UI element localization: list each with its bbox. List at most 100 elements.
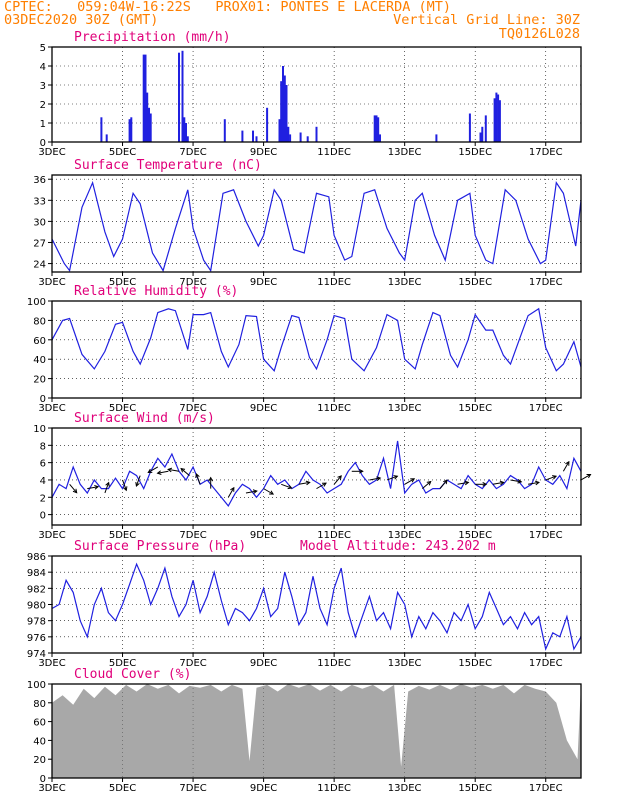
- precip-bar: [185, 123, 187, 142]
- y-tick-label: 982: [27, 584, 46, 595]
- y-tick-label: 0: [40, 511, 46, 522]
- wind-arrow: [298, 480, 311, 486]
- wind-arrow-head: [105, 481, 110, 487]
- x-tick-label: 9DEC: [250, 403, 277, 414]
- header-date-line: 03DEC2020 30Z (GMT): [4, 12, 159, 28]
- wind-arrow: [333, 475, 342, 485]
- wind-arrow-head: [534, 480, 540, 486]
- wind-arrow-head: [359, 468, 364, 474]
- precip-bar: [481, 126, 484, 142]
- wind-arrow: [69, 483, 78, 494]
- x-tick-label: 11DEC: [317, 277, 351, 288]
- precip-bar: [373, 115, 376, 142]
- panel-frame: [51, 174, 582, 273]
- y-tick-label: 80: [33, 316, 46, 327]
- x-tick-label: 9DEC: [250, 147, 277, 158]
- wind-arrow-shaft: [457, 481, 469, 485]
- x-tick-label: 13DEC: [388, 277, 422, 288]
- wind-arrow-head: [195, 472, 200, 478]
- y-tick-label: 36: [33, 175, 46, 186]
- precip-bar: [255, 136, 258, 142]
- wind-arrow: [281, 483, 293, 490]
- wind-arrow-shaft: [281, 483, 292, 489]
- series-line-pres: [51, 562, 582, 651]
- wind-arrow-head: [230, 486, 235, 492]
- wind-arrow-head: [552, 475, 558, 480]
- wind-arrow-head: [499, 480, 505, 486]
- wind-arrow-head: [156, 470, 162, 475]
- precip-bar: [379, 134, 381, 142]
- x-tick-label: 3DEC: [38, 783, 65, 794]
- header-model-id: TQ0126L028: [498, 26, 580, 42]
- x-tick-label: 5DEC: [109, 277, 136, 288]
- x-tick-label: 7DEC: [179, 530, 206, 541]
- precip-bar: [100, 117, 103, 142]
- precip-bar: [493, 98, 496, 142]
- precip-bar: [299, 132, 302, 142]
- x-tick-label: 17DEC: [529, 658, 563, 669]
- panel-precip: 0 1 2 3 4 5 3DEC 5DEC 7DEC 9DEC 11DEC 13DEC 15DEC 17D…: [38, 30, 582, 158]
- y-tick-label: 0: [40, 394, 46, 405]
- wind-arrow: [104, 481, 110, 494]
- wind-arrow: [195, 472, 201, 485]
- x-tick-label: 17DEC: [529, 530, 563, 541]
- y-tick-label: 5: [40, 43, 46, 54]
- precip-bar: [186, 136, 189, 142]
- panel-pres: 974 976 978 980 982 984 986 3DEC 5DEC 7DEC 9DEC 11D…: [27, 539, 582, 669]
- x-tick-label: 13DEC: [388, 783, 422, 794]
- precip-bar: [280, 81, 283, 142]
- y-tick-label: 10: [33, 424, 46, 435]
- y-tick-label: 978: [27, 617, 46, 628]
- wind-arrow: [404, 478, 416, 485]
- wind-arrow: [180, 467, 190, 477]
- x-tick-label: 9DEC: [250, 277, 277, 288]
- y-tick-label: 27: [33, 238, 46, 249]
- wind-arrow-shaft: [580, 474, 591, 481]
- precip-bar: [128, 119, 131, 142]
- y-tick-label: 60: [33, 336, 46, 347]
- y-tick-label: 20: [33, 755, 46, 766]
- panel-rh: 0 20 40 60 80 100 3DEC 5DEC 7DEC 9DEC 11DEC 13DEC 15…: [27, 284, 582, 414]
- x-tick-label: 15DEC: [458, 530, 492, 541]
- y-tick-label: 40: [33, 736, 46, 747]
- wind-arrow-head: [376, 476, 382, 481]
- panel-title-cloud: Cloud Cover (%): [74, 667, 191, 682]
- wind-arrow: [135, 475, 141, 487]
- y-tick-label: 60: [33, 718, 46, 729]
- series-line-temp: [51, 180, 582, 273]
- wind-arrow-head: [180, 467, 186, 473]
- precip-bar: [146, 92, 149, 142]
- wind-arrow-shaft: [439, 479, 448, 489]
- wind-arrow-shaft: [148, 466, 159, 473]
- x-tick-label: 15DEC: [458, 403, 492, 414]
- precip-bar: [178, 52, 180, 143]
- x-tick-label: 15DEC: [458, 783, 492, 794]
- wind-arrow-shaft: [180, 468, 190, 477]
- header-station-line: CPTEC: 059:04W-16:22S PROX01: PONTES E L…: [4, 0, 452, 15]
- precip-bar: [498, 100, 501, 142]
- wind-arrow-shaft: [386, 475, 398, 481]
- x-tick-label: 11DEC: [317, 403, 351, 414]
- panel-title-temp: Surface Temperature (nC): [74, 158, 262, 173]
- panel-title-wind: Surface Wind (m/s): [74, 411, 215, 426]
- x-tick-label: 17DEC: [529, 403, 563, 414]
- precip-bar: [144, 54, 147, 142]
- wind-arrow: [316, 482, 327, 490]
- x-tick-label: 9DEC: [250, 783, 277, 794]
- precip-bar: [435, 134, 438, 142]
- y-tick-label: 30: [33, 217, 46, 228]
- x-tick-label: 7DEC: [179, 783, 206, 794]
- panel-title-pres: Surface Pressure (hPa): [74, 539, 246, 554]
- precip-bar: [497, 94, 500, 142]
- x-tick-label: 13DEC: [388, 658, 422, 669]
- wind-arrow-head: [393, 475, 399, 480]
- y-tick-label: 976: [27, 633, 46, 644]
- wind-arrow-shaft: [69, 483, 78, 494]
- x-tick-label: 17DEC: [529, 277, 563, 288]
- wind-arrow: [245, 489, 258, 494]
- y-tick-label: 2: [40, 100, 46, 111]
- x-tick-label: 17DEC: [529, 147, 563, 158]
- wind-arrow-shaft: [492, 481, 504, 485]
- y-tick-label: 974: [27, 649, 46, 660]
- panel-title-rh: Relative Humidity (%): [74, 284, 238, 299]
